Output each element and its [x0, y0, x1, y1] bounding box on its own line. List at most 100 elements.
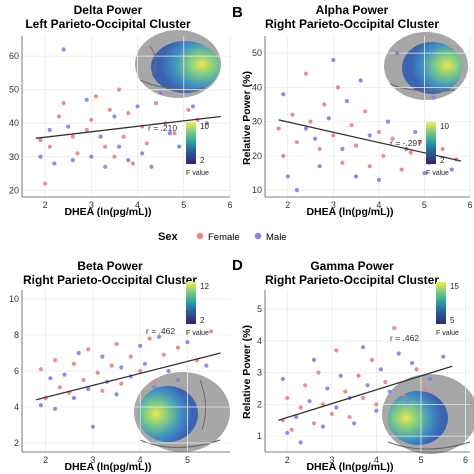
data-point-female [340, 160, 345, 165]
data-point-male [303, 126, 309, 131]
data-point-male [285, 174, 290, 179]
brain-image [382, 374, 474, 454]
data-point-female [317, 146, 322, 152]
chart-title: Delta Power [74, 3, 143, 17]
data-point-male [84, 97, 89, 102]
data-point-female [334, 348, 339, 353]
x-tick-label: 3 [89, 200, 94, 210]
data-point-female [93, 94, 99, 99]
trend-line [278, 365, 453, 421]
colorbar-tick-low: 5 [450, 316, 455, 325]
data-point-female [38, 137, 43, 143]
data-point-male [307, 399, 312, 404]
data-point-female [356, 373, 361, 378]
data-point-female [423, 386, 428, 391]
data-point-male [149, 164, 154, 169]
data-point-female [354, 143, 359, 148]
colorbar: 12 2 F value [186, 282, 209, 337]
data-point-female [401, 392, 406, 397]
data-point-male [152, 385, 157, 390]
colorbar-tick-low: 2 [200, 316, 205, 325]
data-point-male [140, 151, 145, 156]
data-point-female [417, 140, 422, 145]
data-point-female [153, 100, 159, 106]
data-point-male [395, 51, 400, 56]
data-point-male [427, 376, 432, 382]
data-point-male [156, 334, 162, 339]
data-point-male [142, 361, 148, 366]
x-tick-label: 3 [90, 455, 95, 465]
y-axis-label: Relative Power (%) [241, 71, 253, 165]
x-tick-label: 5 [418, 455, 423, 465]
data-point-female [84, 127, 89, 133]
data-point-male [409, 360, 415, 366]
data-point-male [374, 408, 379, 413]
y-tick-label: 2 [14, 438, 19, 448]
data-point-male [90, 424, 96, 429]
y-tick-label: 40 [9, 118, 19, 128]
data-point-female [75, 151, 80, 156]
data-point-female [399, 167, 404, 172]
data-point-male [70, 158, 75, 163]
correlation-label: r = .462 [390, 333, 419, 343]
data-point-male [320, 424, 326, 429]
data-point-female [440, 146, 445, 152]
data-point-male [334, 405, 339, 410]
y-tick-label: 20 [252, 151, 262, 161]
correlation-label: r = .210 [148, 123, 177, 133]
data-point-female [303, 71, 309, 76]
x-tick-label: 2 [43, 455, 48, 465]
data-point-male [340, 146, 345, 152]
data-point-male [280, 376, 285, 382]
data-point-female [298, 405, 303, 410]
data-point-female [308, 119, 313, 124]
data-point-female [322, 102, 327, 107]
x-axis-label: DHEA (ln(pg/mL)) [306, 206, 393, 218]
data-point-male [376, 177, 381, 182]
legend-label-male: Male [266, 232, 287, 243]
data-point-female [114, 341, 119, 347]
y-tick-label: 10 [252, 185, 262, 195]
data-point-female [71, 361, 77, 366]
colorbar-tick-high: 10 [440, 122, 449, 131]
data-point-female [116, 87, 122, 92]
data-point-male [166, 368, 171, 374]
data-point-female [52, 358, 58, 363]
data-point-female [43, 181, 48, 186]
legend-label-female: Female [208, 232, 240, 243]
data-point-male [358, 78, 363, 83]
x-tick-label: 3 [331, 200, 336, 210]
data-point-male [354, 174, 359, 179]
data-point-male [385, 119, 391, 124]
x-tick-label: 4 [376, 200, 381, 210]
data-point-male [338, 373, 343, 378]
plot-area: 2 3 4 5 6 20 30 40 50 60 r = .210 [9, 36, 233, 210]
colorbar-tick-low: 2 [200, 156, 205, 165]
data-point-male [167, 131, 173, 136]
data-point-female [70, 134, 75, 139]
data-point-female [144, 141, 149, 146]
data-point-female [208, 329, 214, 334]
data-point-male [119, 365, 124, 370]
chart-title: Gamma Power [310, 259, 394, 273]
data-point-male [422, 170, 427, 176]
data-point-female [381, 153, 386, 158]
data-point-female [47, 144, 52, 149]
colorbar-tick-low: 2 [440, 156, 445, 165]
data-point-male [76, 350, 81, 356]
data-point-female [121, 134, 126, 139]
data-point-female [138, 368, 143, 374]
data-point-female [363, 109, 368, 114]
plot-area: 2 3 4 5 2 4 6 8 10 r = .462 [9, 290, 230, 465]
data-point-female [303, 383, 308, 388]
x-tick-label: 4 [138, 455, 143, 465]
data-point-female [367, 164, 372, 169]
colorbar-tick-high: 15 [450, 282, 459, 291]
data-point-male [177, 144, 182, 149]
data-point-male [294, 414, 299, 420]
x-tick-label: 5 [185, 455, 190, 465]
data-point-male [38, 403, 44, 408]
data-point-male [62, 372, 67, 377]
data-point-male [61, 47, 66, 52]
brain-image [384, 32, 468, 100]
